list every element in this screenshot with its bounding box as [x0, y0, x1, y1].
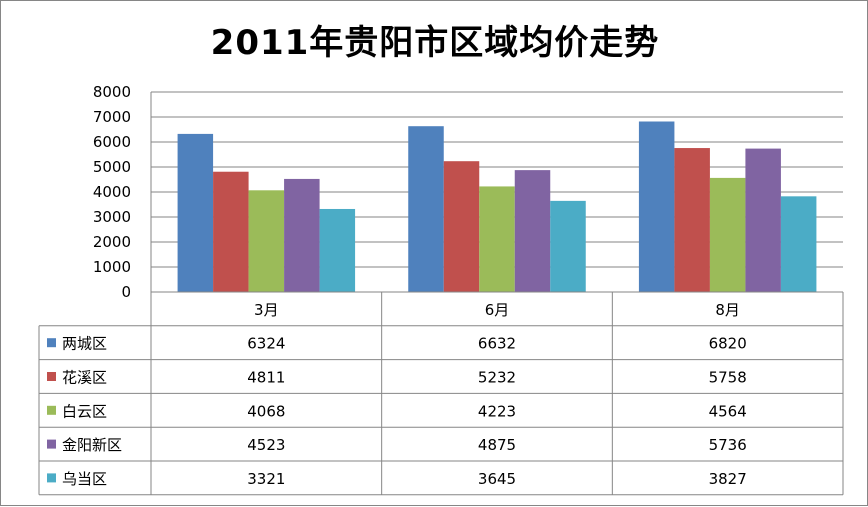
data-label: 4223 [478, 402, 516, 420]
y-tick-label: 3000 [93, 208, 131, 226]
data-label: 6324 [247, 335, 285, 353]
legend-label: 乌当区 [62, 470, 107, 488]
data-label: 4068 [247, 402, 285, 420]
y-tick-label: 6000 [93, 133, 131, 151]
legend-key [47, 473, 56, 483]
data-label: 4875 [478, 436, 516, 454]
chart-title: 2011年贵阳市区域均价走势 [210, 23, 660, 63]
legend-key [47, 405, 56, 415]
legend-key [47, 372, 56, 381]
bar [213, 171, 249, 292]
bar [514, 170, 551, 292]
data-label: 4811 [247, 369, 285, 387]
y-tick-label: 7000 [93, 108, 131, 126]
x-tick-label: 8月 [715, 301, 740, 319]
x-tick-label: 6月 [485, 301, 510, 319]
bar [745, 148, 781, 292]
legend-key [47, 439, 56, 449]
bar [550, 200, 586, 292]
bar [284, 178, 320, 292]
legend-label: 两城区 [62, 335, 107, 353]
data-label: 4523 [247, 436, 285, 454]
bar [638, 121, 675, 292]
y-tick-label: 2000 [93, 233, 131, 251]
x-tick-label: 3月 [254, 301, 279, 319]
y-tick-label: 4000 [93, 183, 131, 201]
bar [248, 190, 285, 292]
data-label: 3827 [709, 470, 747, 488]
y-tick-label: 0 [121, 283, 131, 301]
data-label: 3645 [478, 470, 516, 488]
data-label: 6632 [478, 335, 516, 353]
bar [674, 148, 710, 292]
legend-label: 白云区 [62, 402, 107, 420]
data-label: 6820 [709, 335, 747, 353]
bar [443, 161, 480, 292]
data-label: 5736 [709, 436, 747, 454]
y-tick-label: 8000 [93, 83, 131, 101]
bar [709, 177, 746, 292]
legend-label: 金阳新区 [62, 436, 122, 454]
legend-label: 花溪区 [62, 369, 107, 387]
bar [408, 126, 444, 292]
data-label: 3321 [247, 470, 285, 488]
data-label: 4564 [709, 402, 747, 420]
legend-key [47, 338, 56, 348]
y-tick-label: 1000 [93, 258, 131, 276]
bar [177, 133, 214, 292]
y-tick-label: 5000 [93, 158, 131, 176]
data-label: 5758 [709, 369, 747, 387]
bar [319, 208, 356, 292]
data-label: 5232 [478, 369, 516, 387]
bar [780, 196, 817, 292]
bar [479, 186, 515, 292]
